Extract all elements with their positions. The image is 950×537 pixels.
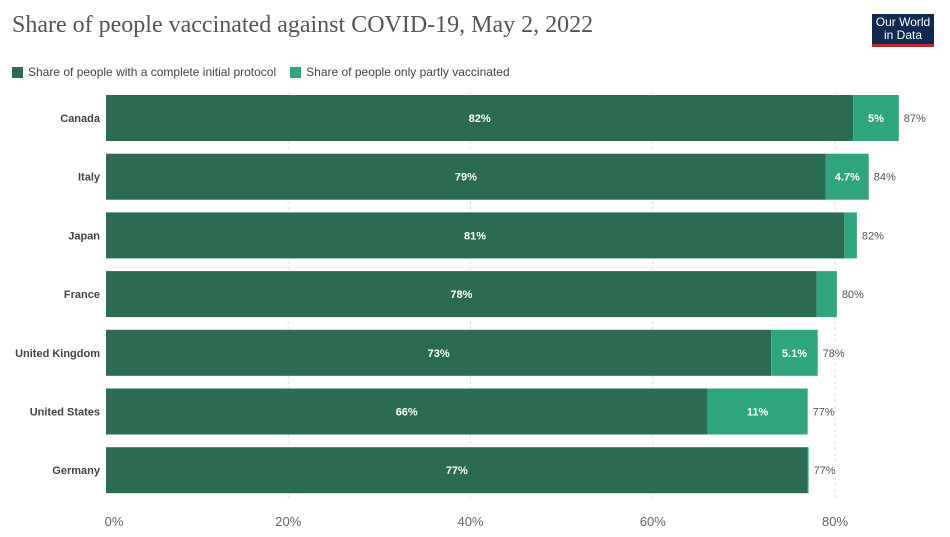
bar-complete bbox=[106, 329, 772, 376]
legend-label: Share of people with a complete initial … bbox=[28, 65, 277, 79]
x-tick-label: 0% bbox=[105, 514, 124, 529]
total-label: 84% bbox=[874, 172, 896, 184]
bar-value-label: 5.1% bbox=[782, 348, 807, 360]
bar-complete bbox=[106, 271, 817, 318]
chart-title: Share of people vaccinated against COVID… bbox=[12, 12, 594, 38]
x-tick-label: 80% bbox=[822, 514, 848, 529]
legend-item-partial[interactable]: Share of people only partly vaccinated bbox=[290, 65, 510, 79]
total-label: 87% bbox=[904, 113, 926, 125]
category-label: Canada bbox=[60, 113, 101, 125]
category-label: United States bbox=[30, 407, 100, 419]
logo-line1: Our World bbox=[875, 15, 931, 29]
bar-partial bbox=[853, 95, 899, 141]
bar-complete bbox=[106, 447, 808, 494]
bar-partial bbox=[816, 271, 837, 318]
bar-value-label: 78% bbox=[450, 289, 472, 301]
legend: Share of people with a complete initial … bbox=[12, 65, 510, 79]
category-label: France bbox=[64, 289, 100, 301]
bar-value-label: 79% bbox=[455, 172, 477, 184]
x-tick-label: 40% bbox=[457, 514, 483, 529]
owid-logo[interactable]: Our World in Data bbox=[872, 14, 934, 47]
bar-partial bbox=[825, 153, 869, 200]
bar-value-label: 11% bbox=[747, 407, 769, 419]
category-label: United Kingdom bbox=[15, 348, 100, 360]
bar-partial bbox=[807, 447, 809, 494]
legend-swatch bbox=[290, 66, 302, 78]
total-label: 77% bbox=[813, 407, 835, 419]
legend-swatch bbox=[12, 66, 23, 78]
category-label: Italy bbox=[78, 172, 101, 184]
bar-value-label: 66% bbox=[396, 407, 418, 419]
bar-value-label: 5% bbox=[868, 113, 884, 125]
bar-partial bbox=[771, 329, 818, 376]
x-tick-label: 60% bbox=[640, 514, 666, 529]
bar-value-label: 82% bbox=[469, 113, 491, 125]
bar-value-label: 77% bbox=[446, 465, 468, 477]
bar-complete bbox=[106, 212, 845, 259]
bar-value-label: 4.7% bbox=[835, 172, 860, 184]
bar-complete bbox=[106, 95, 854, 141]
total-label: 82% bbox=[862, 230, 884, 242]
bar-value-label: 81% bbox=[464, 230, 486, 242]
bar-partial bbox=[707, 388, 808, 435]
bar-value-label: 73% bbox=[428, 348, 450, 360]
x-tick-label: 20% bbox=[275, 514, 301, 529]
total-label: 78% bbox=[823, 348, 845, 360]
total-label: 77% bbox=[814, 465, 836, 477]
logo-line2: in Data bbox=[883, 28, 923, 42]
bar-partial bbox=[844, 212, 857, 259]
bar-complete bbox=[106, 388, 708, 435]
category-label: Germany bbox=[52, 465, 101, 477]
category-label: Japan bbox=[68, 230, 100, 242]
legend-item-complete[interactable]: Share of people with a complete initial … bbox=[12, 65, 276, 79]
legend-label: Share of people only partly vaccinated bbox=[306, 65, 510, 79]
total-label: 80% bbox=[842, 289, 864, 301]
bar-complete bbox=[106, 153, 826, 200]
